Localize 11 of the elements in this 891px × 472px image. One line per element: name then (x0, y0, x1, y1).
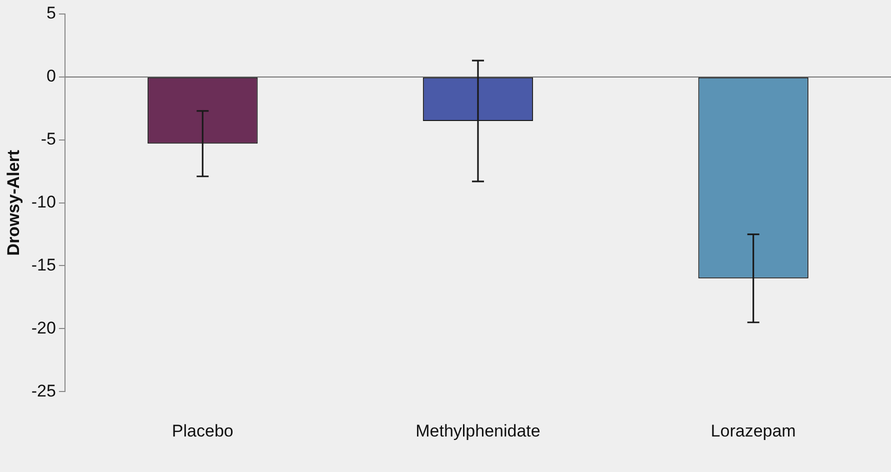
x-tick-label: Methylphenidate (416, 421, 540, 440)
y-tick-label: -15 (31, 255, 56, 274)
x-tick-label: Lorazepam (710, 421, 796, 440)
y-axis-title: Drowsy-Alert (4, 150, 23, 256)
y-tick-label: 0 (46, 66, 56, 86)
y-tick-label: -25 (31, 381, 56, 400)
y-tick-label: 5 (46, 4, 56, 23)
x-tick-label: Placebo (172, 421, 234, 440)
y-tick-label: -10 (31, 192, 56, 212)
y-tick-label: -5 (40, 130, 56, 149)
y-tick-label: -20 (31, 318, 56, 338)
